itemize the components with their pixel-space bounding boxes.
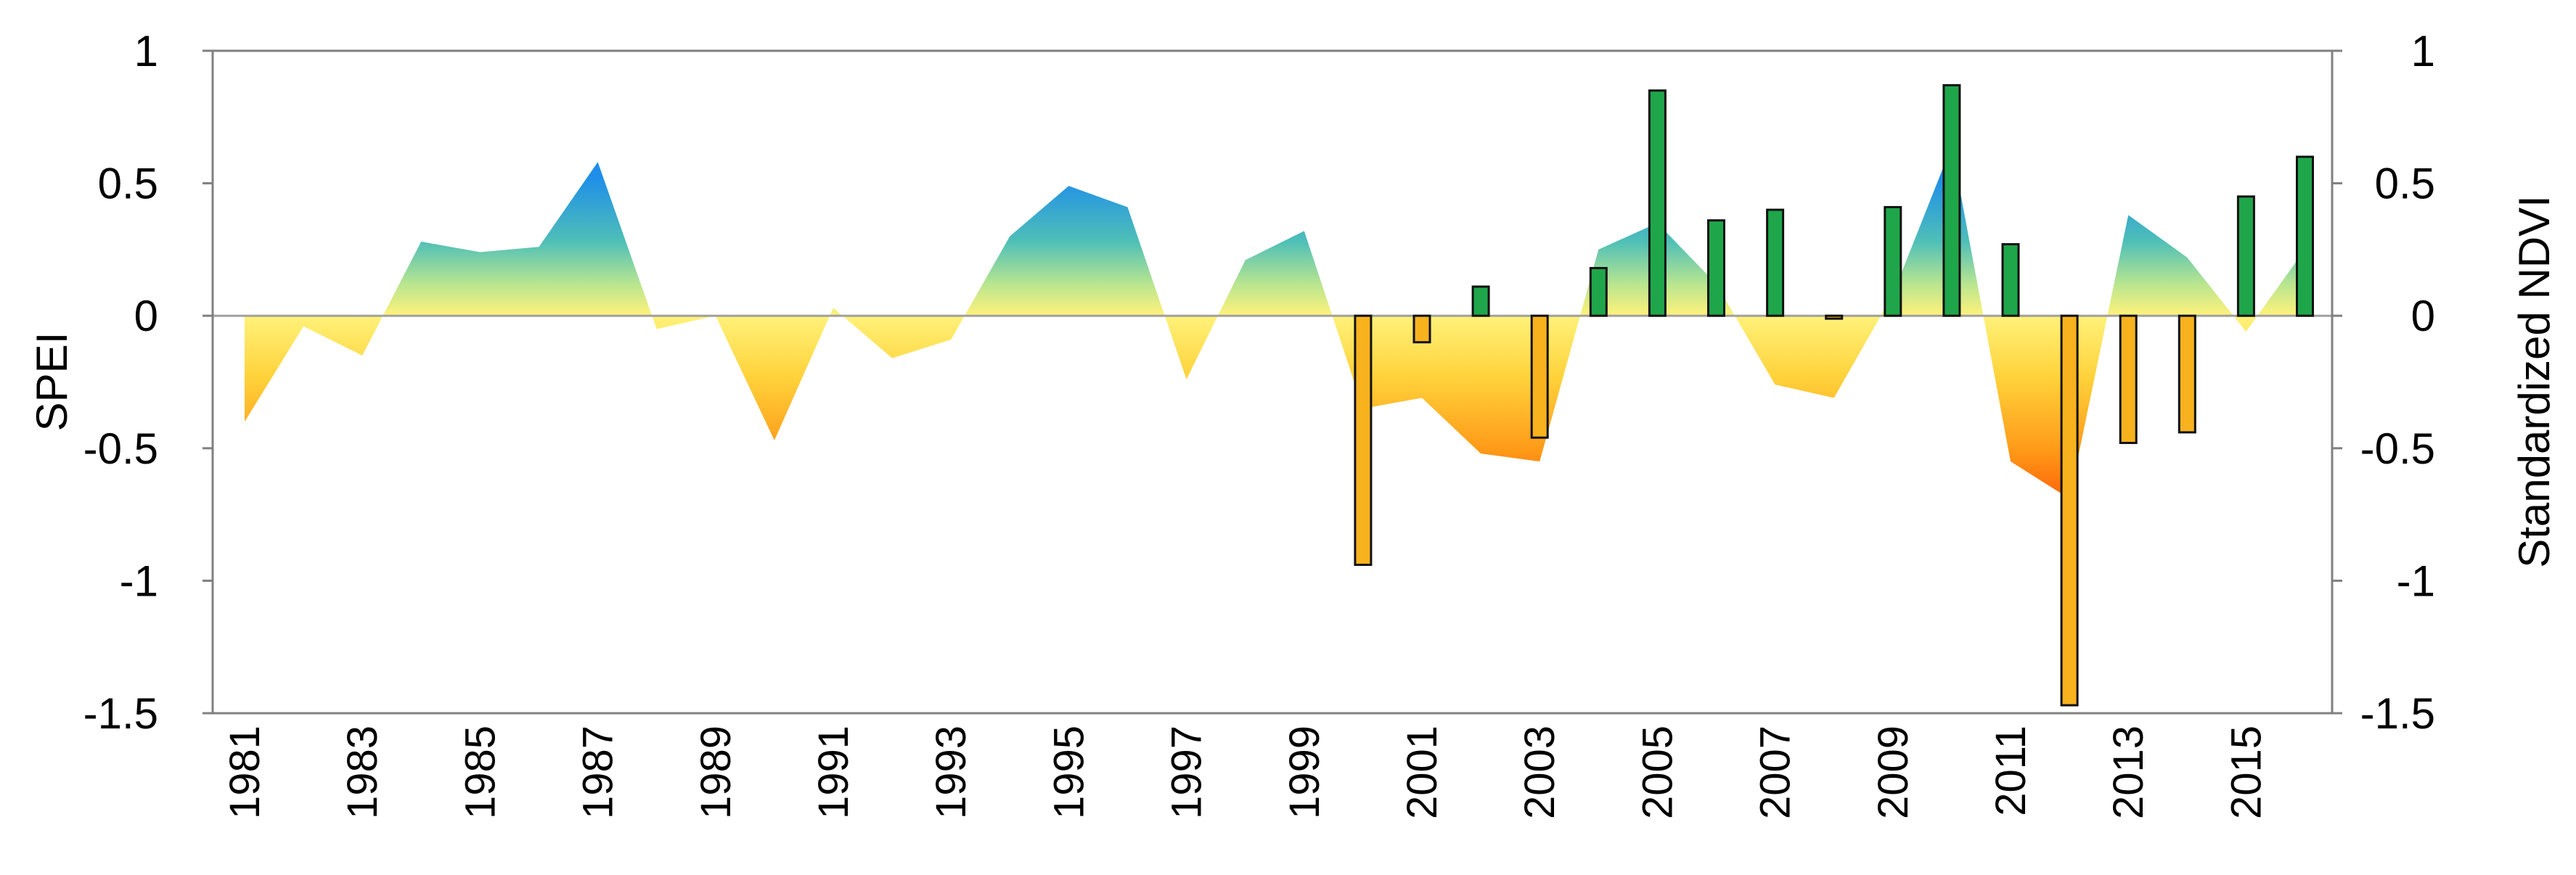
x-tick-label: 1981 [221, 726, 269, 819]
ndvi-bar [1648, 89, 1667, 317]
plot-frame [211, 49, 2334, 715]
ndvi-bar [1707, 219, 1725, 317]
x-tick-label: 1989 [692, 726, 740, 819]
ndvi-bar [2060, 314, 2079, 707]
y-tick-label-left: 0 [134, 292, 158, 340]
x-tick-label: 1985 [457, 726, 504, 819]
y-tick-label-right: -0.5 [2360, 424, 2435, 473]
x-tick-label: 2009 [1870, 726, 1917, 819]
ndvi-bar [2296, 155, 2314, 317]
x-tick-label: 1983 [339, 726, 386, 819]
y-tick-label-left: -1 [120, 556, 158, 605]
x-tick-label: 2007 [1752, 726, 1799, 819]
ndvi-bar [1766, 208, 1785, 317]
y-tick-label-right: 0.5 [2375, 160, 2435, 208]
y-axis-left-label: SPEI [28, 332, 76, 432]
x-tick-label: 2005 [1634, 726, 1681, 819]
ndvi-bar [1412, 314, 1431, 344]
x-tick-label: 2001 [1399, 726, 1446, 819]
x-tick-label: 2015 [2223, 726, 2270, 819]
ndvi-bar [1942, 83, 1961, 317]
x-tick-label: 2013 [2105, 726, 2152, 819]
x-tick-label: 1997 [1164, 726, 1211, 819]
x-tick-label: 2003 [1516, 726, 1563, 819]
spei-positive-area [245, 146, 2305, 316]
ndvi-bar [1354, 314, 1373, 566]
ndvi-bar [2001, 243, 2020, 317]
ndvi-bar [1825, 314, 1844, 320]
ndvi-bar [1471, 285, 1490, 317]
ndvi-bar [1589, 266, 1608, 317]
x-tick-label: 1987 [575, 726, 622, 819]
y-tick-label-right: -1 [2397, 556, 2435, 605]
y-axis-right-label: Standardized NDVI [2510, 195, 2559, 568]
y-tick-label-left: 0.5 [98, 160, 158, 208]
x-tick-label: 1993 [928, 726, 975, 819]
x-tick-label: 1991 [810, 726, 857, 819]
ndvi-bar [2236, 195, 2255, 317]
ndvi-bar [1530, 314, 1549, 439]
y-tick-label-right: -1.5 [2360, 689, 2435, 738]
x-tick-label: 1995 [1045, 726, 1092, 819]
ndvi-bar [2178, 314, 2196, 434]
ndvi-bar [2119, 314, 2138, 444]
y-tick-label-right: 0 [2411, 292, 2435, 340]
spei-negative-area [245, 316, 2305, 499]
y-tick-label-left: -1.5 [83, 689, 158, 738]
y-tick-label-left: -0.5 [83, 424, 158, 473]
y-tick-label-right: 1 [2411, 27, 2435, 75]
x-tick-label: 1999 [1281, 726, 1328, 819]
y-tick-label-left: 1 [134, 27, 158, 75]
x-tick-label: 2011 [1987, 726, 2035, 816]
ndvi-bar [1884, 205, 1902, 317]
